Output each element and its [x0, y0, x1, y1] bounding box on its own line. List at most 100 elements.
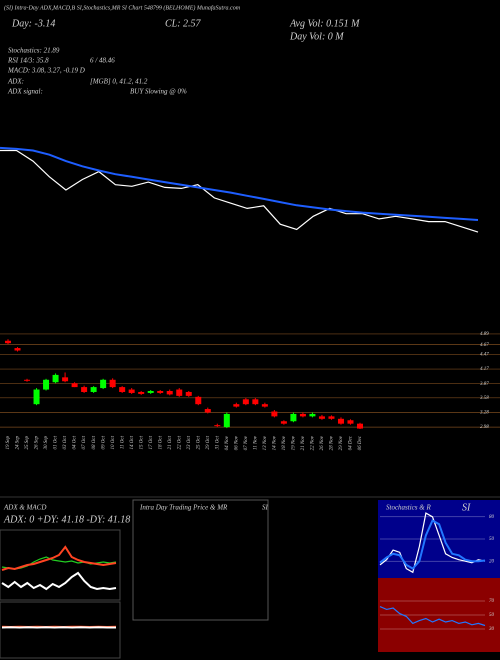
candle-body	[242, 399, 249, 405]
x-tick-label: 29 Nov	[339, 435, 344, 450]
candle-body	[90, 387, 97, 392]
close: CL: 2.57	[165, 18, 202, 29]
x-tick-label: 04 Nov	[225, 435, 230, 450]
rsi-b: 6 / 48.46	[90, 57, 115, 65]
x-tick-label: 04 Dec	[349, 435, 354, 450]
candle-body	[318, 416, 325, 419]
candle-body	[185, 391, 192, 396]
x-tick-label: 19 Sep	[6, 436, 11, 450]
candle-body	[14, 348, 21, 351]
candle-body	[128, 389, 135, 393]
candle-body	[299, 413, 306, 417]
series-line	[1, 571, 117, 591]
x-tick-label: 13 Nov	[263, 435, 268, 450]
intraday-title: Intra Day Trading Price & MR	[139, 504, 228, 512]
candle-body	[347, 420, 354, 424]
candle-body	[204, 409, 211, 413]
x-tick-label: 11 Nov	[253, 435, 258, 450]
candle-body	[337, 418, 344, 424]
x-tick-label: 18 Oct	[158, 435, 163, 449]
adx-signal: ADX signal:	[7, 88, 43, 96]
candle-body	[176, 389, 183, 396]
x-tick-label: 21 Nov	[301, 435, 306, 450]
intraday-box	[132, 499, 269, 621]
x-tick-label: 14 Nov	[273, 435, 278, 450]
x-tick-label: 19 Nov	[292, 435, 297, 450]
candle-body	[271, 411, 278, 417]
candle-body	[223, 413, 230, 428]
rsi: RSI 14/3: 35.8	[7, 57, 49, 65]
candle-body	[71, 383, 78, 388]
y-tick-label: 3.58	[480, 396, 489, 401]
x-tick-label: 07 Nov	[244, 435, 249, 450]
y-tick-label: 3.28	[480, 411, 489, 416]
candle-body	[138, 391, 145, 394]
candle-body	[119, 387, 126, 392]
y-tick-label: 20	[489, 559, 495, 564]
x-tick-label: 14 Oct	[130, 435, 135, 449]
x-tick-label: 07 Oct	[82, 435, 87, 449]
series-line	[0, 149, 479, 233]
y-tick-label: 4.17	[480, 367, 489, 372]
y-tick-label: 70	[489, 599, 495, 604]
x-tick-label: 15 Oct	[139, 435, 144, 449]
candle-body	[280, 421, 287, 424]
panel-subtitle: ADX: 0 +DY: 41.18 -DY: 41.18	[3, 514, 130, 525]
stochastics: Stochastics: 21.89	[8, 47, 60, 55]
candle-body	[157, 391, 164, 393]
y-tick-label: 50	[489, 613, 495, 618]
y-tick-label: 4.67	[480, 343, 489, 348]
x-tick-label: 25 Sep	[25, 436, 30, 450]
x-tick-label: 11 Oct	[120, 435, 125, 449]
adx-signal-value: BUY Slowing @ 0%	[130, 88, 187, 96]
y-tick-label: 4.89	[480, 332, 489, 337]
x-tick-label: 28 Nov	[330, 435, 335, 450]
series-line	[1, 545, 117, 571]
x-tick-label: 01 Oct	[54, 435, 59, 449]
candle-body	[214, 425, 221, 427]
macd: MACD: 3.08, 3.27, -0.19 D	[7, 67, 85, 75]
y-tick-label: 80	[489, 515, 495, 520]
top-line: (SI) Intra-Day ADX,MACD,B SI,Stochastics…	[4, 4, 241, 11]
candle-body	[100, 379, 107, 389]
candle-body	[43, 379, 50, 390]
x-tick-label: 21 Oct	[168, 435, 173, 449]
candle-body	[62, 377, 69, 382]
x-tick-label: 04 Oct	[73, 435, 78, 449]
x-tick-label: 10 Oct	[111, 435, 116, 449]
candle-body	[233, 404, 240, 407]
panel-title: ADX & MACD	[3, 504, 46, 512]
series-line	[0, 146, 479, 221]
y-tick-label: 4.47	[480, 353, 489, 358]
x-tick-label: 30 Sep	[44, 436, 49, 450]
candle-body	[81, 387, 88, 392]
y-tick-label: 50	[489, 537, 495, 542]
intraday-si: SI	[262, 504, 269, 512]
x-tick-label: 26 Nov	[320, 435, 325, 450]
x-tick-label: 03 Oct	[63, 435, 68, 449]
x-tick-label: 23 Oct	[187, 435, 192, 449]
candle-body	[252, 399, 259, 405]
x-tick-label: 22 Nov	[311, 435, 316, 450]
x-tick-label: 08 Oct	[92, 435, 97, 449]
candle-body	[52, 374, 59, 383]
x-tick-label: 18 Nov	[282, 435, 287, 450]
x-tick-label: 22 Oct	[177, 435, 182, 449]
candle-body	[33, 389, 40, 405]
avg-vol: Avg Vol: 0.151 M	[289, 18, 360, 29]
candle-body	[357, 423, 363, 429]
adx: ADX:	[7, 78, 24, 86]
candle-body	[328, 416, 335, 419]
series-line	[379, 512, 486, 574]
candle-body	[290, 413, 297, 422]
x-tick-label: 24 Sep	[16, 436, 21, 450]
day-change: Day: -3.14	[11, 18, 55, 29]
panel-subtitle: SI	[462, 502, 471, 513]
x-tick-label: 06 Dec	[358, 435, 363, 450]
panel-title: Stochastics & R	[386, 504, 431, 512]
adx-box	[0, 529, 121, 601]
candle-body	[195, 396, 202, 405]
x-tick-label: 09 Oct	[101, 435, 106, 449]
macd-box	[0, 601, 121, 659]
